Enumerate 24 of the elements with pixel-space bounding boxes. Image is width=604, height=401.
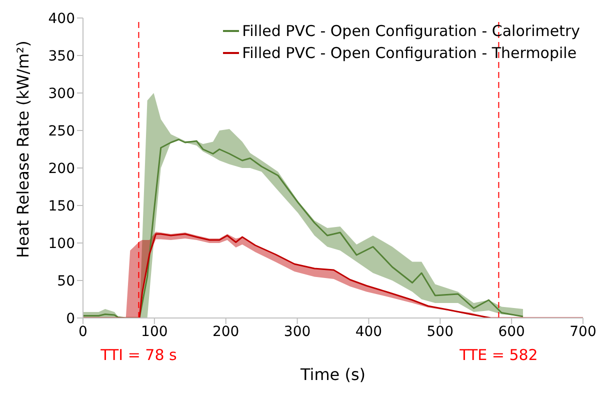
ref-line-label: TTI = 78 s [100, 346, 178, 364]
x-tick-label: 300 [284, 324, 311, 340]
x-axis-title: Time (s) [299, 365, 366, 384]
x-tick-label: 400 [355, 324, 382, 340]
y-tick-label: 50 [57, 273, 75, 290]
legend-label: Filled PVC - Open Configuration - Calorimetry [242, 21, 580, 42]
x-tick-label: 200 [212, 324, 240, 340]
x-tick-label: 0 [78, 324, 88, 340]
y-tick-label: 250 [48, 123, 75, 140]
y-tick-label: 400 [48, 10, 75, 27]
legend-label: Filled PVC - Open Configuration - Thermopile [242, 43, 577, 64]
line-series [83, 138, 524, 318]
y-axis-title: Heat Release Rate (kW/m²) [14, 40, 33, 258]
y-tick-label: 100 [48, 236, 75, 252]
x-tick-label: 100 [141, 324, 168, 340]
x-tick-label: 700 [570, 324, 596, 340]
x-tick-label: 500 [426, 324, 454, 340]
y-tick-label: 150 [48, 198, 75, 214]
y-tick-label: 300 [48, 86, 75, 102]
x-tick-label: 600 [498, 324, 525, 340]
y-tick-label: 350 [48, 48, 75, 64]
y-tick-label: 200 [48, 160, 75, 177]
y-tick-label: 0 [66, 310, 75, 327]
ref-line-label: TTE = 582 [458, 346, 538, 364]
